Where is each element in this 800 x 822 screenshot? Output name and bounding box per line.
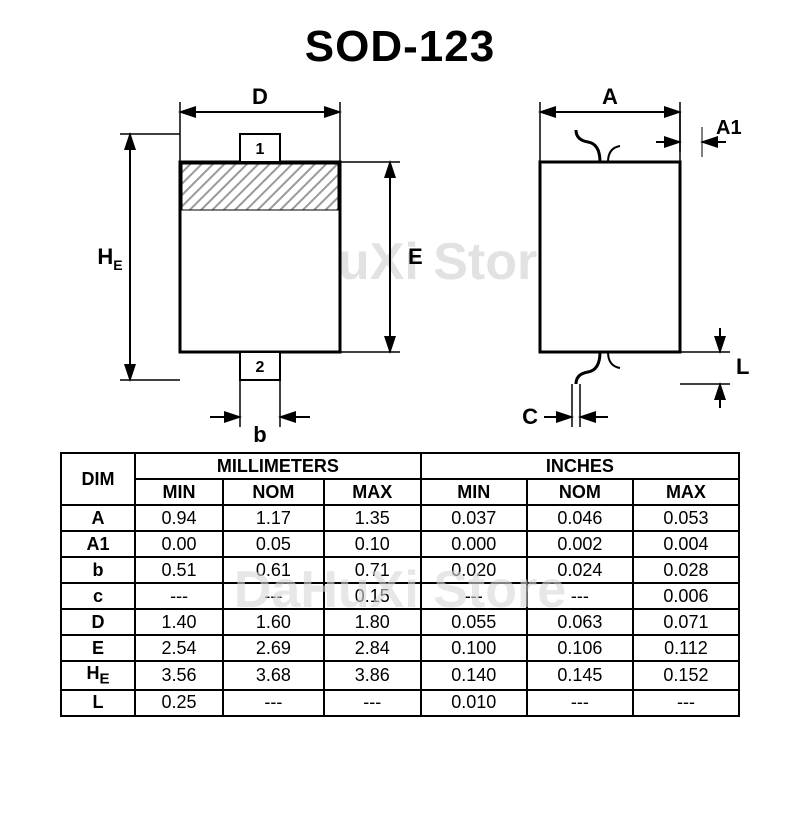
dim-cell: b: [61, 557, 135, 583]
table-row: A10.000.050.100.0000.0020.004: [61, 531, 739, 557]
dim-cell: D: [61, 609, 135, 635]
val-cell: 2.54: [135, 635, 223, 661]
val-cell: ---: [527, 583, 633, 609]
table-row: c------0.15------0.006: [61, 583, 739, 609]
val-cell: 0.152: [633, 661, 739, 690]
val-cell: 0.046: [527, 505, 633, 531]
val-cell: 0.071: [633, 609, 739, 635]
hdr-mm: MILLIMETERS: [135, 453, 421, 479]
val-cell: ---: [633, 690, 739, 716]
val-cell: 3.56: [135, 661, 223, 690]
dim-cell: A: [61, 505, 135, 531]
val-cell: 0.05: [223, 531, 324, 557]
val-cell: 0.61: [223, 557, 324, 583]
val-cell: 1.35: [324, 505, 421, 531]
table-row: D1.401.601.800.0550.0630.071: [61, 609, 739, 635]
package-diagram: DaHuXi Store 1 2: [40, 72, 760, 452]
table-row: HE3.563.683.860.1400.1450.152: [61, 661, 739, 690]
val-cell: 0.037: [421, 505, 527, 531]
col-nom-4: NOM: [527, 479, 633, 505]
val-cell: ---: [527, 690, 633, 716]
val-cell: ---: [223, 583, 324, 609]
val-cell: 0.000: [421, 531, 527, 557]
dimensions-table-wrap: DaHuXi Store DIM MILLIMETERS INCHES MINN…: [60, 452, 740, 717]
top-view: 1 2 D HE E b: [97, 84, 422, 447]
val-cell: ---: [421, 583, 527, 609]
val-cell: 0.51: [135, 557, 223, 583]
val-cell: 0.020: [421, 557, 527, 583]
val-cell: 0.063: [527, 609, 633, 635]
val-cell: 1.80: [324, 609, 421, 635]
val-cell: 0.053: [633, 505, 739, 531]
col-min-3: MIN: [421, 479, 527, 505]
hdr-in: INCHES: [421, 453, 739, 479]
val-cell: 0.10: [324, 531, 421, 557]
val-cell: 0.010: [421, 690, 527, 716]
val-cell: 0.006: [633, 583, 739, 609]
val-cell: 0.002: [527, 531, 633, 557]
val-cell: 0.94: [135, 505, 223, 531]
val-cell: 0.106: [527, 635, 633, 661]
val-cell: 0.100: [421, 635, 527, 661]
dim-HE: HE: [97, 244, 122, 273]
val-cell: 1.40: [135, 609, 223, 635]
table-row: L0.25------0.010------: [61, 690, 739, 716]
table-row: b0.510.610.710.0200.0240.028: [61, 557, 739, 583]
col-max-2: MAX: [324, 479, 421, 505]
val-cell: 3.86: [324, 661, 421, 690]
col-min-0: MIN: [135, 479, 223, 505]
dim-E: E: [408, 244, 423, 269]
dim-C: C: [522, 404, 538, 429]
dim-cell: A1: [61, 531, 135, 557]
dim-L: L: [736, 354, 749, 379]
pin2-label: 2: [256, 359, 265, 376]
side-view: A A1 L C: [522, 84, 749, 429]
col-max-5: MAX: [633, 479, 739, 505]
col-nom-1: NOM: [223, 479, 324, 505]
val-cell: 1.60: [223, 609, 324, 635]
dim-A: A: [602, 84, 618, 109]
val-cell: 0.25: [135, 690, 223, 716]
dim-cell: HE: [61, 661, 135, 690]
dim-cell: L: [61, 690, 135, 716]
val-cell: 0.15: [324, 583, 421, 609]
val-cell: 1.17: [223, 505, 324, 531]
val-cell: 0.004: [633, 531, 739, 557]
val-cell: 0.112: [633, 635, 739, 661]
dim-A1: A1: [716, 117, 742, 139]
val-cell: 0.028: [633, 557, 739, 583]
val-cell: 0.00: [135, 531, 223, 557]
hdr-dim: DIM: [61, 453, 135, 505]
val-cell: 0.145: [527, 661, 633, 690]
val-cell: 0.71: [324, 557, 421, 583]
val-cell: 2.69: [223, 635, 324, 661]
val-cell: ---: [135, 583, 223, 609]
table-row: A0.941.171.350.0370.0460.053: [61, 505, 739, 531]
dim-cell: E: [61, 635, 135, 661]
val-cell: 3.68: [223, 661, 324, 690]
pin1-label: 1: [256, 141, 265, 158]
table-row: E2.542.692.840.1000.1060.112: [61, 635, 739, 661]
dim-b: b: [253, 422, 266, 447]
dim-cell: c: [61, 583, 135, 609]
val-cell: 0.055: [421, 609, 527, 635]
val-cell: ---: [324, 690, 421, 716]
dimensions-table: DIM MILLIMETERS INCHES MINNOMMAXMINNOMMA…: [60, 452, 740, 717]
page-title: SOD-123: [0, 22, 800, 72]
val-cell: 0.024: [527, 557, 633, 583]
val-cell: 0.140: [421, 661, 527, 690]
dim-D: D: [252, 84, 268, 109]
val-cell: 2.84: [324, 635, 421, 661]
val-cell: ---: [223, 690, 324, 716]
